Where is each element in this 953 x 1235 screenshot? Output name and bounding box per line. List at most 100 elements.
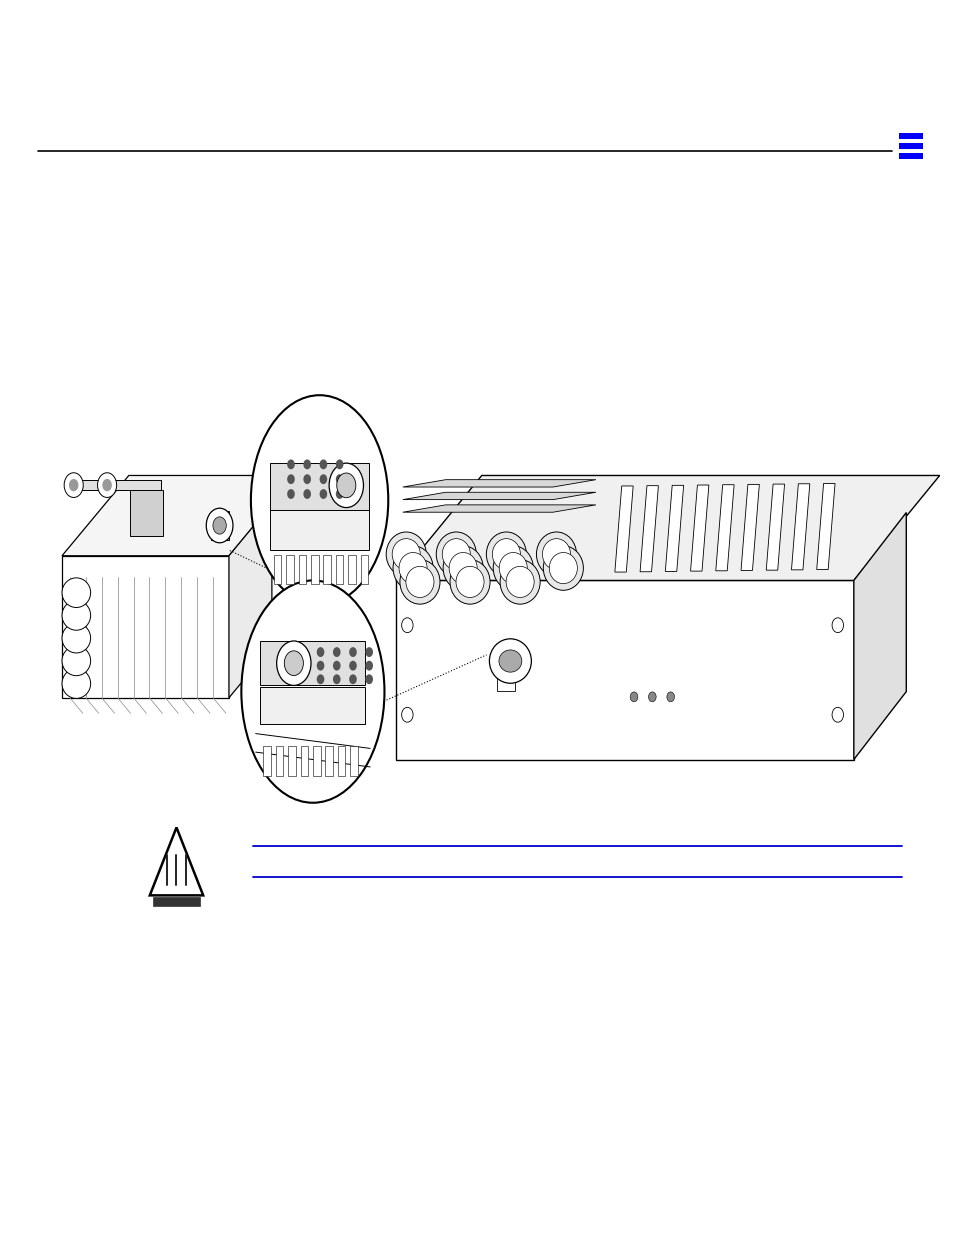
Ellipse shape [498,552,527,584]
Ellipse shape [489,638,531,683]
Bar [348,555,355,584]
Ellipse shape [386,532,426,577]
Circle shape [287,459,294,469]
Polygon shape [715,484,733,571]
Ellipse shape [450,559,490,604]
Circle shape [303,459,311,469]
Bar [288,746,295,776]
Circle shape [102,479,112,492]
Ellipse shape [486,532,526,577]
Ellipse shape [442,538,470,569]
Circle shape [365,674,373,684]
Polygon shape [765,484,783,571]
Polygon shape [853,513,905,760]
Bar [898,142,922,148]
Circle shape [648,692,656,701]
Circle shape [316,647,324,657]
Bar [270,510,369,550]
Polygon shape [62,556,229,698]
Bar [152,897,200,906]
Circle shape [365,647,373,657]
Ellipse shape [542,538,570,569]
Ellipse shape [392,538,419,569]
Ellipse shape [251,395,388,605]
Bar [898,133,922,140]
Ellipse shape [449,552,476,584]
Polygon shape [816,483,834,569]
Ellipse shape [405,567,434,598]
Bar [260,641,365,685]
Ellipse shape [456,567,483,598]
Polygon shape [690,485,708,571]
Ellipse shape [399,559,439,604]
Ellipse shape [542,546,582,590]
Circle shape [336,473,355,498]
Polygon shape [402,505,596,513]
Polygon shape [69,480,160,490]
Circle shape [276,641,311,685]
Bar [335,555,343,584]
Bar [286,555,294,584]
Bar [275,746,283,776]
Polygon shape [402,479,596,487]
Ellipse shape [536,532,576,577]
Circle shape [329,463,363,508]
Polygon shape [740,484,759,571]
Circle shape [206,509,233,543]
Ellipse shape [492,538,520,569]
Ellipse shape [62,669,91,699]
Circle shape [335,489,343,499]
Bar [325,746,333,776]
Bar [350,746,357,776]
Circle shape [666,692,674,701]
Circle shape [316,674,324,684]
Polygon shape [395,580,853,760]
Ellipse shape [498,650,521,672]
Circle shape [333,647,340,657]
Circle shape [349,661,356,671]
Polygon shape [150,827,203,895]
Bar [260,687,365,724]
Circle shape [319,459,327,469]
Circle shape [831,618,842,632]
Polygon shape [211,511,229,540]
Ellipse shape [62,578,91,608]
Circle shape [97,473,116,498]
Circle shape [401,618,413,632]
Circle shape [333,661,340,671]
Ellipse shape [62,646,91,676]
Bar [298,555,306,584]
Circle shape [335,474,343,484]
Polygon shape [402,493,596,500]
Polygon shape [614,485,633,572]
Circle shape [303,474,311,484]
Polygon shape [791,484,809,569]
Circle shape [316,661,324,671]
Ellipse shape [62,624,91,653]
Bar [270,463,369,510]
Circle shape [630,692,638,701]
Circle shape [349,674,356,684]
Circle shape [287,474,294,484]
Ellipse shape [393,546,433,590]
Ellipse shape [505,567,534,598]
Bar [263,746,271,776]
Ellipse shape [436,532,476,577]
Polygon shape [229,504,272,698]
Bar [497,659,515,692]
Circle shape [333,674,340,684]
Polygon shape [664,485,683,572]
Circle shape [401,708,413,722]
Ellipse shape [493,546,533,590]
Circle shape [349,647,356,657]
Circle shape [335,459,343,469]
Circle shape [365,661,373,671]
Bar [274,555,281,584]
Polygon shape [62,475,295,556]
Circle shape [69,479,78,492]
Bar [337,746,345,776]
Circle shape [319,474,327,484]
Ellipse shape [549,552,577,584]
Polygon shape [395,475,939,580]
Ellipse shape [241,580,384,803]
